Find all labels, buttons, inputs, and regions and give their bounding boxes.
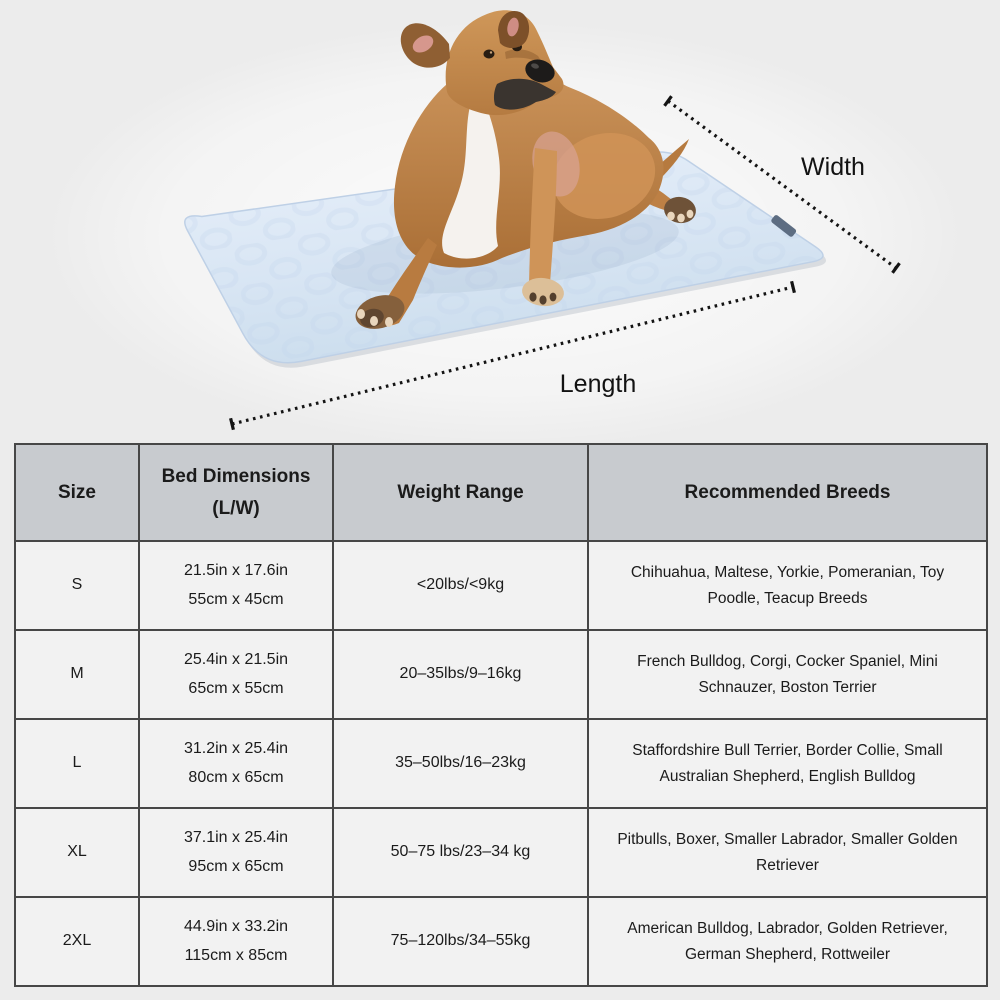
cell-weight: 20–35lbs/9–16kg [332,629,589,720]
dog-brow-shading [505,49,543,64]
length-arrow [229,280,796,431]
cell-breeds: American Bulldog, Labrador, Golden Retri… [587,896,988,987]
cell-breeds: French Bulldog, Corgi, Cocker Spaniel, M… [587,629,988,720]
dog-front-paws [355,277,564,329]
table-row-xl: XL 37.1in x 25.4in 95cm x 65cm 50–75 lbs… [14,807,988,898]
dog-on-mat-illustration: Width Length [0,0,1000,443]
dog-muzzle [493,78,556,110]
dog-front-right-leg [529,148,557,285]
length-label: Length [560,370,636,398]
header-bed-dimensions: Bed Dimensions (L/W) [138,443,334,542]
cell-size: 2XL [14,896,140,987]
cell-dimensions: 37.1in x 25.4in 95cm x 65cm [138,807,334,898]
cell-dimensions: 21.5in x 17.6in 55cm x 45cm [138,540,334,631]
cell-breeds: Pitbulls, Boxer, Smaller Labrador, Small… [587,807,988,898]
table-row-s: S 21.5in x 17.6in 55cm x 45cm <20lbs/<9k… [14,540,988,631]
cell-size: XL [14,807,140,898]
cell-breeds: Staffordshire Bull Terrier, Border Colli… [587,718,988,809]
dog-left-ear [400,23,450,68]
dog-nose-highlight [531,63,539,69]
header-recommended-breeds: Recommended Breeds [587,443,988,542]
header-weight-range: Weight Range [332,443,589,542]
width-arrow [663,95,901,274]
cell-size: L [14,718,140,809]
table-row-2xl: 2XL 44.9in x 33.2in 115cm x 85cm 75–120l… [14,896,988,987]
cell-dimensions: 44.9in x 33.2in 115cm x 85cm [138,896,334,987]
table-row-l: L 31.2in x 25.4in 80cm x 65cm 35–50lbs/1… [14,718,988,809]
cell-weight: 35–50lbs/16–23kg [332,718,589,809]
dog-right-ear [498,10,530,49]
width-label: Width [801,153,865,181]
cell-weight: 50–75 lbs/23–34 kg [332,807,589,898]
cell-size: M [14,629,140,720]
table-row-m: M 25.4in x 21.5in 65cm x 55cm 20–35lbs/9… [14,629,988,720]
size-chart-table: Size Bed Dimensions (L/W) Weight Range R… [14,443,988,987]
dog [331,10,696,329]
cell-size: S [14,540,140,631]
cell-weight: 75–120lbs/34–55kg [332,896,589,987]
cell-dimensions: 25.4in x 21.5in 65cm x 55cm [138,629,334,720]
cell-dimensions: 31.2in x 25.4in 80cm x 65cm [138,718,334,809]
header-size: Size [14,443,140,542]
cell-breeds: Chihuahua, Maltese, Yorkie, Pomeranian, … [587,540,988,631]
table-header-row: Size Bed Dimensions (L/W) Weight Range R… [14,443,988,542]
dog-chest-patch [442,98,500,259]
cell-weight: <20lbs/<9kg [332,540,589,631]
product-hero: Width Length [0,0,1000,443]
dog-haunch [552,132,656,220]
mat-tag [771,215,797,237]
